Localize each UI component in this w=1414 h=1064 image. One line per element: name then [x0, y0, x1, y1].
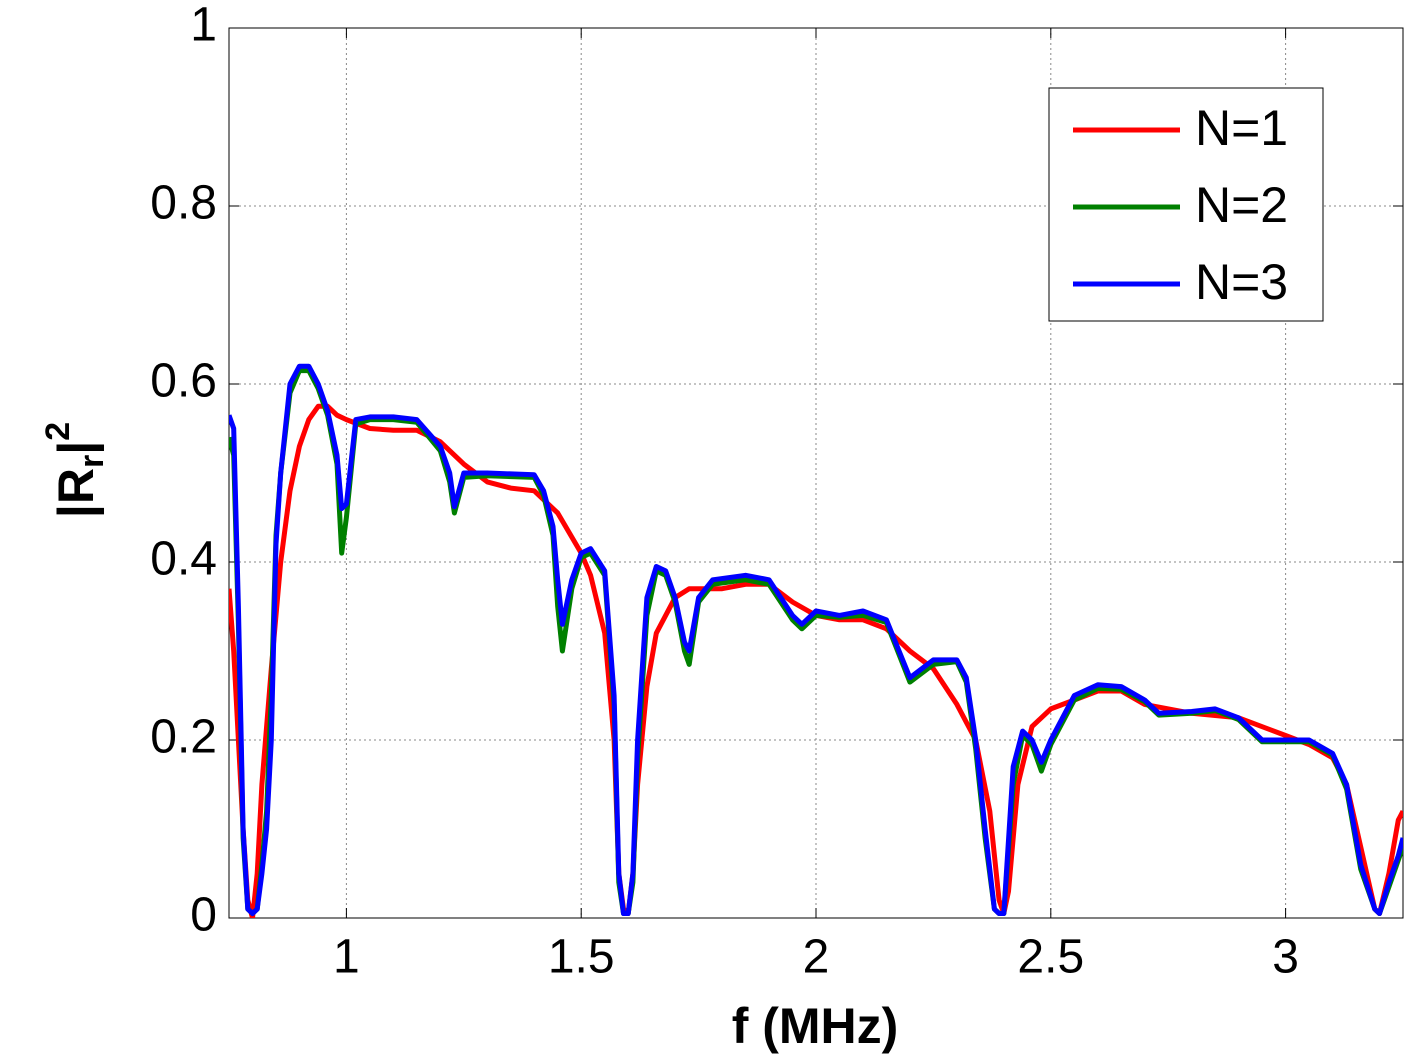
x-tick-label: 2: [803, 931, 830, 984]
y-tick-label: 0.2: [150, 711, 217, 764]
y-label-part: |: [48, 441, 105, 455]
plot-frame: [228, 27, 1404, 919]
legend-label: N=3: [1195, 254, 1288, 310]
y-tick-label: 0.4: [150, 533, 217, 586]
y-label-sup: 2: [39, 422, 77, 441]
y-label-sub: r: [73, 455, 111, 468]
y-label-part: |R: [48, 468, 105, 518]
series-line: [229, 363, 1403, 916]
legend-label: N=2: [1195, 177, 1288, 233]
x-tick-label: 3: [1272, 931, 1299, 984]
y-tick-label: 0.6: [150, 355, 217, 408]
y-tick-label: 1: [190, 0, 217, 52]
y-axis-label: |Rr|2: [39, 422, 111, 518]
legend-label: N=1: [1195, 100, 1288, 156]
x-tick-label: 1.5: [548, 931, 615, 984]
x-tick-label: 2.5: [1017, 931, 1084, 984]
y-tick-label: 0: [190, 889, 217, 942]
x-tick-label: 1: [333, 931, 360, 984]
x-axis-label: f (MHz): [732, 998, 899, 1054]
y-tick-label: 0.8: [150, 177, 217, 230]
